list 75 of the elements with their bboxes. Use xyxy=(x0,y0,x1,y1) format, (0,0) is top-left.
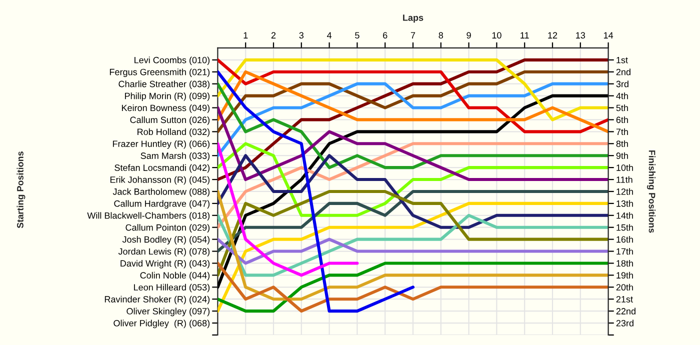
x-tick-label: 1 xyxy=(244,32,248,38)
y-tick-label: 16th xyxy=(616,236,633,243)
category-label: Rob Holland (032) xyxy=(138,128,210,137)
y-tick-label: 7th xyxy=(616,128,628,136)
line-series xyxy=(218,70,415,313)
x-tick-label: 7 xyxy=(410,32,416,38)
category-label: Frazer Huntley (R) (066) xyxy=(112,140,210,149)
x-tick-label: 14 xyxy=(604,32,614,38)
category-label: Callum Sutton (026) xyxy=(130,116,210,125)
line-series xyxy=(218,58,608,122)
y-tick-label: 2nd xyxy=(616,68,630,76)
category-label: Philip Morin (R) (099) xyxy=(125,92,210,101)
y-tick-label: 22nd xyxy=(616,308,636,314)
x-tick-label: 4 xyxy=(326,32,332,38)
y-tick-label: 6th xyxy=(616,116,628,124)
x-tick-label: 9 xyxy=(466,32,471,39)
category-label: Sam Marsh (033) xyxy=(140,152,210,161)
x-tick-label: 3 xyxy=(299,32,304,39)
line-series xyxy=(218,70,608,134)
category-label: Fergus Greensmith (021) xyxy=(110,68,210,78)
category-label: Will Blackwell-Chambers (018) xyxy=(87,212,210,221)
category-label: Colin Noble (044) xyxy=(140,272,210,280)
y-tick-label: 20th xyxy=(616,284,633,291)
y-tick-label: 18th xyxy=(616,260,633,267)
x-axis-title: Laps xyxy=(403,14,424,23)
y-tick-label: 14th xyxy=(616,212,633,219)
y-tick-label: 12th xyxy=(616,188,633,195)
category-label: Leon Hilleard (053) xyxy=(134,284,210,292)
line-series xyxy=(218,262,608,313)
y-tick-label: 9th xyxy=(616,152,628,159)
category-label: Oliver Pidgley (R) (068) xyxy=(114,320,210,328)
x-tick-label: 6 xyxy=(383,32,388,39)
line-series xyxy=(218,190,608,253)
y-tick-label: 8th xyxy=(616,140,628,147)
line-series xyxy=(218,190,608,277)
category-label: Levi Coombs (010) xyxy=(134,56,210,66)
y-tick-label: 11th xyxy=(616,176,632,183)
text: Starting Positions xyxy=(16,151,26,228)
y-tick-label: 1st xyxy=(616,56,628,64)
y-tick-label: 17th xyxy=(616,248,633,255)
category-label: Keiron Bowness (049) xyxy=(122,104,210,113)
y-tick-label: 21st xyxy=(616,296,633,302)
y-tick-label: 13th xyxy=(616,200,633,207)
category-label: Josh Bodley (R) (054) xyxy=(122,236,210,244)
category-label: Ravinder Shoker (R) (024) xyxy=(104,296,210,304)
category-label: Jack Bartholomew (088) xyxy=(112,188,210,197)
y-tick-label: 3rd xyxy=(616,80,628,88)
line-series xyxy=(218,106,608,182)
category-label: Jordan Lewis (R) (078) xyxy=(118,248,210,256)
x-tick-label: 5 xyxy=(355,32,360,39)
y-tick-label: 19th xyxy=(616,272,633,279)
line-series xyxy=(218,142,359,277)
category-label: Erik Johansson (R) (045) xyxy=(110,176,210,185)
y-tick-label: 15th xyxy=(616,224,633,231)
x-tick-label: 11 xyxy=(520,32,529,38)
y-axis-title: Finishing Positions xyxy=(647,150,656,233)
category-label: Callum Pointon (029) xyxy=(126,224,210,232)
y-tick-label: 10th xyxy=(616,164,633,171)
category-label: Charlie Streather (038) xyxy=(118,80,210,89)
y-tick-label: 5th xyxy=(616,104,628,112)
x-tick-label: 12 xyxy=(548,32,558,38)
line-series xyxy=(218,190,608,301)
x-tick-label: 10 xyxy=(492,32,502,39)
category-label: Stefan Locsmandi (042) xyxy=(114,164,210,173)
y-tick-label: 4th xyxy=(616,92,628,100)
category-label: Callum Hardgrave (047) xyxy=(114,200,210,209)
category-label: Oliver Skingley (097) xyxy=(126,308,210,316)
y-tick-label: 23rd xyxy=(616,320,634,326)
x-tick-label: 13 xyxy=(576,32,586,39)
category-label: David Wright (R) (043) xyxy=(120,260,210,268)
line-series xyxy=(218,202,608,313)
line-series xyxy=(218,214,608,277)
x-tick-label: 2 xyxy=(271,32,276,38)
x-tick-label: 8 xyxy=(438,32,444,39)
line-series xyxy=(218,58,608,134)
